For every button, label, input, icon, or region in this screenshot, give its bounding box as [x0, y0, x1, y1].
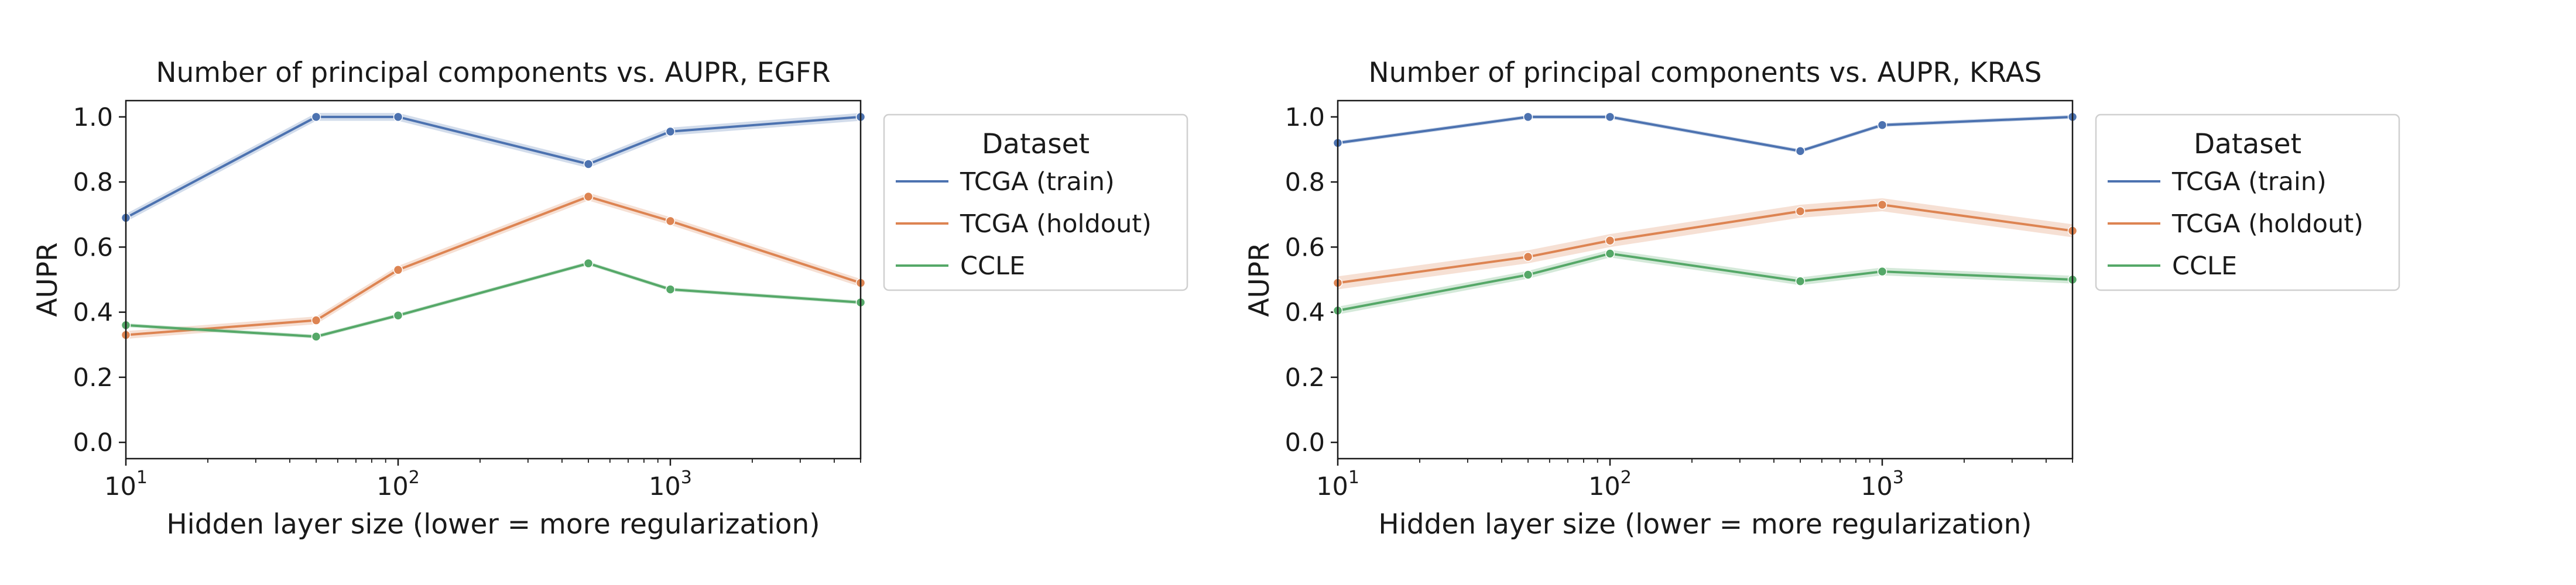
chart-title: Number of principal components vs. AUPR,…	[156, 57, 830, 89]
legend-entry-label: TCGA (holdout)	[960, 209, 1152, 239]
series-tcga-train	[1332, 112, 2078, 156]
x-axis-label: Hidden layer size (lower = more regulari…	[166, 508, 820, 541]
data-point	[1523, 270, 1533, 280]
legend-entry-label: CCLE	[2172, 252, 2237, 281]
data-point	[393, 112, 403, 122]
data-point	[583, 159, 594, 169]
data-point	[1523, 252, 1533, 262]
data-point	[1795, 206, 1806, 216]
y-tick-label: 0.8	[73, 168, 113, 197]
y-tick-label: 0.4	[73, 298, 113, 328]
data-point	[665, 284, 676, 294]
x-axis-label: Hidden layer size (lower = more regulari…	[1378, 508, 2032, 541]
confidence-band	[126, 261, 861, 339]
x-tick-label: 103	[1861, 467, 1904, 501]
data-point	[311, 332, 321, 342]
y-axis-label: AUPR	[1244, 242, 1276, 317]
chart-panel-2: Number of principal components vs. AUPR,…	[1244, 57, 2400, 541]
chart-title: Number of principal components vs. AUPR,…	[1368, 57, 2041, 89]
y-tick-label: 0.8	[1285, 168, 1325, 197]
series-tcga-holdout	[121, 191, 866, 340]
data-point	[665, 126, 676, 137]
confidence-band	[126, 192, 861, 339]
y-tick-label: 0.2	[73, 363, 113, 393]
data-point	[1605, 235, 1615, 246]
data-point	[1795, 146, 1806, 156]
legend: Dataset TCGA (train) TCGA (holdout) CCLE	[883, 113, 1188, 291]
y-tick-label: 0.2	[1285, 363, 1325, 393]
y-axis-label: AUPR	[32, 242, 64, 317]
legend-entry-label: TCGA (holdout)	[2171, 209, 2363, 239]
series-line	[125, 115, 861, 219]
y-tick-label: 0.0	[1285, 428, 1325, 457]
legend: Dataset TCGA (train) TCGA (holdout) CCLE	[2095, 113, 2400, 291]
legend-entry-label: TCGA (train)	[960, 167, 1115, 197]
x-tick-label: 102	[376, 467, 420, 501]
series-line	[1337, 115, 2073, 153]
data-point	[311, 112, 321, 122]
series-line	[1337, 204, 2073, 284]
legend-title: Dataset	[982, 128, 1090, 160]
data-point	[1877, 120, 1888, 130]
series-ccle	[1332, 249, 2078, 316]
chart-panel-1: Number of principal components vs. AUPR,…	[32, 57, 1188, 541]
series-line	[1337, 252, 2073, 312]
data-point	[1605, 249, 1615, 259]
y-tick-label: 0.6	[1285, 233, 1325, 262]
confidence-band	[126, 113, 861, 222]
data-point	[583, 191, 594, 202]
series-line	[125, 195, 861, 336]
data-point	[1523, 112, 1533, 122]
legend-box	[2095, 113, 2400, 291]
data-point	[1877, 266, 1888, 277]
series-line	[125, 262, 861, 338]
x-tick-label: 101	[1316, 467, 1359, 501]
data-point	[1877, 199, 1888, 210]
legend-entry-label: TCGA (train)	[2171, 167, 2327, 197]
x-tick-label: 102	[1588, 467, 1632, 501]
legend-entry-label: CCLE	[960, 252, 1025, 281]
data-point	[665, 216, 676, 226]
legend-title: Dataset	[2194, 128, 2301, 160]
y-tick-label: 0.6	[73, 233, 113, 262]
y-tick-label: 0.0	[73, 428, 113, 457]
data-point	[311, 315, 321, 325]
legend-box	[883, 113, 1188, 291]
plot-frame	[125, 99, 862, 460]
plot-frame	[1337, 99, 2074, 460]
data-point	[1605, 112, 1615, 122]
data-point	[583, 258, 594, 269]
x-tick-label: 103	[649, 467, 692, 501]
y-tick-label: 1.0	[1285, 103, 1325, 132]
data-point	[393, 265, 403, 275]
data-point	[393, 310, 403, 321]
confidence-band	[1338, 249, 2073, 315]
x-tick-label: 101	[104, 467, 148, 501]
data-point	[1795, 276, 1806, 287]
series-tcga-train	[121, 112, 866, 223]
y-tick-label: 1.0	[73, 103, 113, 132]
y-tick-label: 0.4	[1285, 298, 1325, 328]
